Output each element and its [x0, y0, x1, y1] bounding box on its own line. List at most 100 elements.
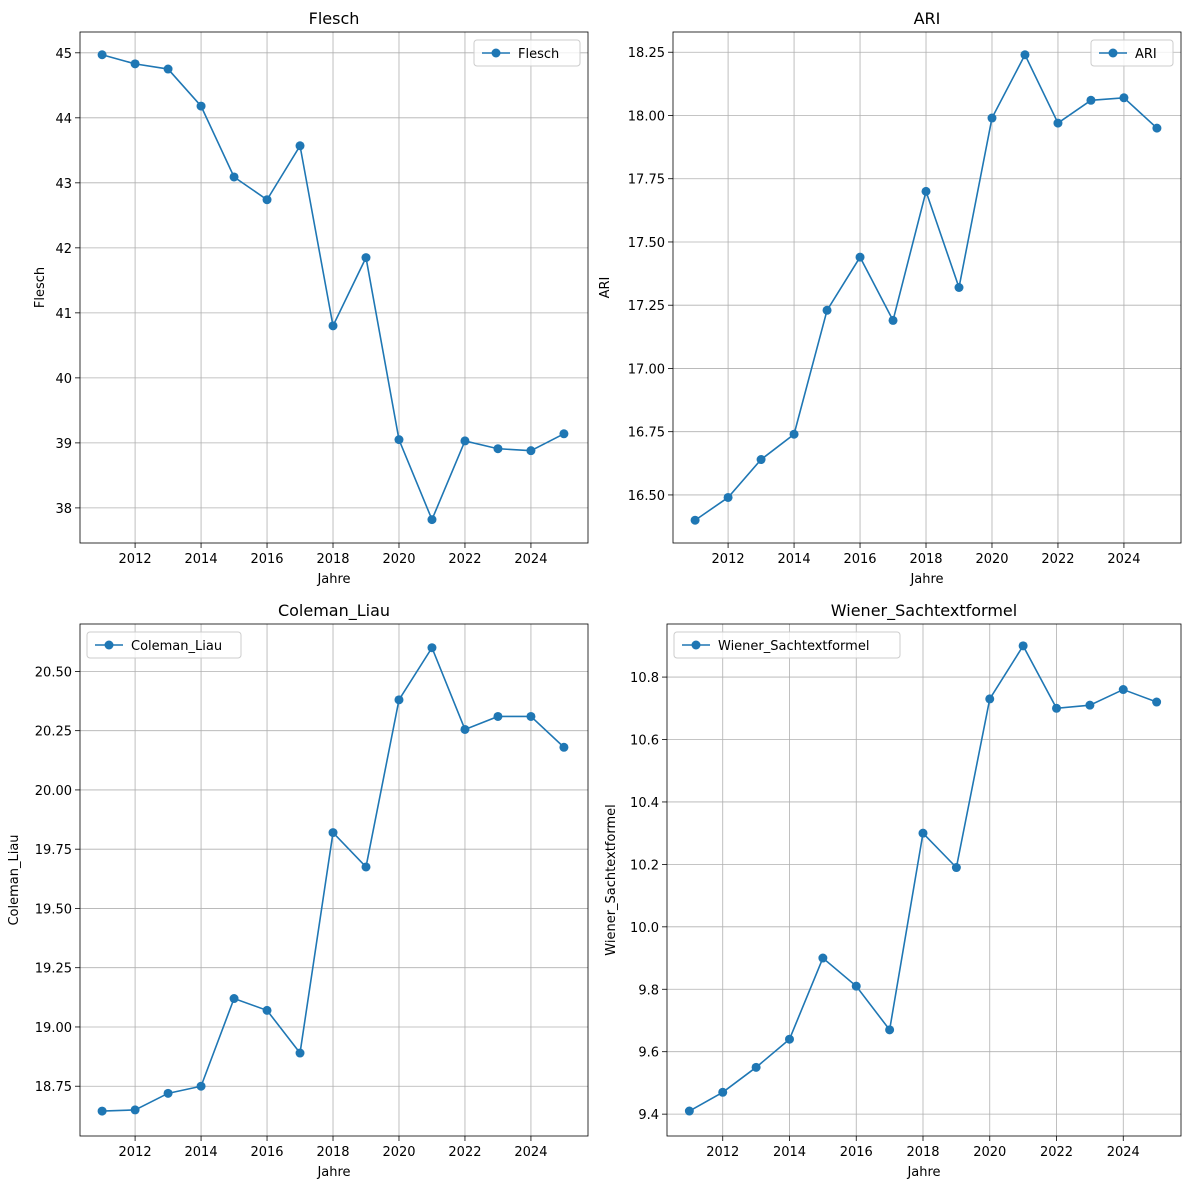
legend-marker [1108, 48, 1118, 58]
axes-frame [666, 623, 1182, 1137]
x-tick-label: 2018 [906, 1145, 939, 1160]
x-tick-label: 2020 [382, 552, 415, 567]
y-tick-label: 41 [55, 307, 72, 322]
x-tick-label: 2014 [185, 552, 218, 567]
x-tick-label: 2020 [975, 552, 1008, 567]
y-tick-label: 42 [55, 242, 72, 257]
legend-marker [104, 640, 114, 650]
x-tick-label: 2012 [712, 552, 745, 567]
x-tick-label: 2014 [773, 1145, 806, 1160]
x-axis-label: Jahre [316, 1165, 350, 1180]
data-point [196, 1081, 206, 1091]
data-point [460, 436, 470, 446]
legend-label: Coleman_Liau [131, 639, 222, 654]
legend: Flesch [473, 39, 581, 67]
legend-box [86, 631, 242, 659]
y-tick-label: 10.4 [630, 796, 659, 811]
y-tick-label: 19.50 [35, 902, 72, 917]
x-tick-label: 2020 [382, 1145, 415, 1160]
y-tick-label: 10.2 [630, 858, 659, 873]
data-point [1086, 95, 1096, 105]
y-tick-label: 9.8 [638, 983, 659, 998]
y-axis-label: Flesch [33, 267, 48, 308]
x-tick-label: 2018 [316, 552, 349, 567]
y-tick-label: 17.50 [628, 236, 665, 251]
data-point [328, 828, 338, 838]
x-axis-label: Jahre [316, 572, 350, 587]
data-point [718, 1087, 728, 1097]
data-point [723, 492, 733, 502]
legend-label: Wiener_Sachtextformel [718, 639, 869, 654]
subplot-4: 2012 2014 2016 2018 2020 2022 2024 9.4 9.6 9.8 10.… [604, 601, 1182, 1180]
x-tick-label: 2024 [514, 1145, 547, 1160]
y-tick-label: 19.25 [35, 962, 72, 977]
data-point [229, 994, 239, 1004]
x-tick-label: 2016 [840, 1145, 873, 1160]
x-tick-label: 2014 [185, 1145, 218, 1160]
x-tick-label: 2014 [778, 552, 811, 567]
subplot-3: 2012 2014 2016 2018 2020 2022 2024 18.75 19.00 19… [7, 601, 589, 1180]
x-tick-label: 2012 [119, 1145, 152, 1160]
x-tick-label: 2022 [1041, 552, 1074, 567]
x-tick-label: 2024 [1107, 552, 1140, 567]
y-tick-label: 18.00 [628, 109, 665, 124]
data-point [885, 1025, 895, 1035]
y-axis-label: ARI [598, 277, 613, 299]
data-point [1018, 641, 1028, 651]
x-tick-label: 2016 [250, 1145, 283, 1160]
data-point [394, 695, 404, 705]
data-point [1052, 703, 1062, 713]
x-tick-label: 2016 [250, 552, 283, 567]
y-tick-label: 17.25 [628, 299, 665, 314]
data-point [756, 455, 766, 465]
data-point [818, 953, 828, 963]
data-point [262, 1005, 272, 1015]
data-point [954, 283, 964, 292]
data-point [493, 444, 503, 454]
y-tick-label: 38 [55, 502, 72, 517]
y-tick-label: 17.00 [628, 362, 665, 377]
y-axis-label: Coleman_Liau [7, 834, 22, 925]
data-point [1118, 685, 1128, 695]
y-axis-label: Wiener_Sachtextformel [604, 804, 619, 955]
data-point [987, 113, 997, 123]
data-point [751, 1062, 761, 1072]
data-point [328, 321, 338, 331]
data-point [1119, 93, 1129, 103]
y-tick-label: 20.50 [35, 665, 72, 680]
data-point [196, 101, 206, 111]
data-point [130, 1105, 140, 1115]
axes-frame [79, 623, 589, 1137]
data-point [822, 305, 832, 315]
data-point [1053, 118, 1063, 128]
data-point [1152, 123, 1162, 133]
x-tick-label: 2022 [1040, 1145, 1073, 1160]
x-tick-label: 2018 [909, 552, 942, 567]
data-point [163, 64, 173, 74]
y-tick-label: 18.75 [35, 1080, 72, 1095]
data-point [1085, 700, 1095, 710]
legend-label: ARI [1135, 47, 1157, 62]
data-point [229, 172, 239, 182]
data-point [559, 742, 569, 752]
x-tick-label: 2022 [448, 552, 481, 567]
data-point [427, 643, 437, 653]
data-point [690, 515, 700, 525]
legend-box [473, 39, 581, 67]
y-tick-label: 44 [55, 112, 72, 127]
data-point [784, 1034, 794, 1044]
chart-title: Wiener_Sachtextformel [831, 601, 1017, 621]
axes-frame [672, 31, 1182, 544]
chart-title: Coleman_Liau [278, 601, 390, 621]
x-tick-label: 2012 [706, 1145, 739, 1160]
y-tick-label: 20.00 [35, 784, 72, 799]
data-point [130, 59, 140, 69]
data-point [493, 711, 503, 721]
data-point [361, 253, 371, 263]
data-point [97, 1106, 107, 1116]
chart-title: Flesch [309, 9, 360, 28]
x-tick-label: 2016 [843, 552, 876, 567]
data-point [163, 1088, 173, 1098]
data-point [789, 429, 799, 439]
